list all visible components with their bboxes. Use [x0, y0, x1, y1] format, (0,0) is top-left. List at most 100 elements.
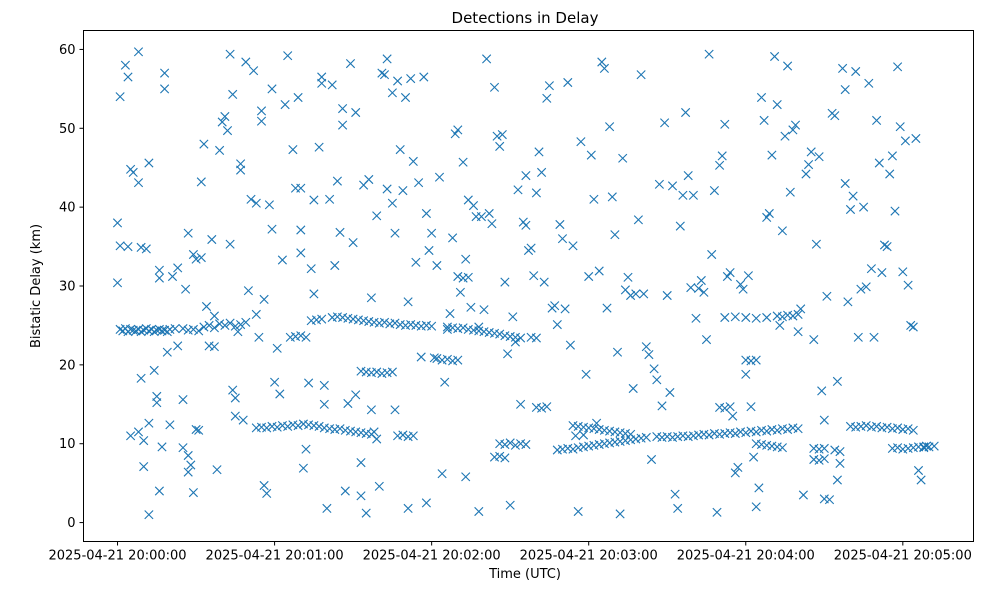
data-point-marker: [764, 208, 774, 219]
data-point-marker: [393, 76, 403, 86]
data-point-marker: [201, 301, 212, 312]
data-point-marker: [463, 272, 473, 282]
data-point-marker: [330, 260, 340, 271]
data-point-marker: [133, 178, 144, 188]
data-point-marker: [209, 323, 219, 333]
data-point-marker: [351, 390, 361, 400]
x-tick-label: 2025-04-21 20:00:00: [48, 549, 186, 564]
data-point-marker: [879, 240, 890, 250]
data-point-marker: [126, 431, 136, 441]
data-point-marker: [788, 311, 798, 321]
data-point-marker: [610, 230, 620, 240]
data-point-marker: [537, 403, 547, 413]
data-point-marker: [730, 312, 740, 322]
x-tick-label: 2025-04-21 20:04:00: [677, 549, 815, 564]
data-point-marker: [411, 257, 421, 267]
data-point-marker: [126, 324, 136, 334]
data-point-marker: [461, 254, 471, 264]
data-point-marker: [398, 186, 408, 196]
data-point-marker: [893, 423, 903, 433]
data-point-marker: [450, 129, 460, 139]
data-point-marker: [340, 486, 350, 496]
data-point-marker: [167, 271, 178, 282]
data-point-marker: [309, 195, 319, 205]
data-point-marker: [893, 443, 903, 453]
data-point-marker: [429, 353, 439, 363]
data-point-marker: [908, 425, 918, 435]
data-point-marker: [542, 93, 552, 103]
data-point-marker: [733, 462, 743, 472]
data-point-marker: [228, 89, 238, 99]
data-point-marker: [416, 352, 426, 362]
data-point-marker: [851, 66, 861, 77]
data-point-marker: [853, 332, 863, 342]
data-point-marker: [720, 119, 730, 129]
data-point-marker: [864, 78, 874, 88]
data-point-marker: [267, 224, 277, 234]
data-point-marker: [510, 440, 520, 450]
data-point-marker: [283, 421, 293, 431]
data-point-marker: [144, 418, 154, 428]
data-point-marker: [230, 321, 240, 331]
data-point-marker: [194, 425, 204, 435]
data-point-marker: [701, 335, 712, 345]
data-point-marker: [400, 92, 411, 103]
data-point-marker: [717, 151, 727, 161]
data-point-marker: [749, 452, 759, 462]
data-point-marker: [751, 502, 761, 512]
data-point-marker: [814, 455, 824, 465]
data-point-marker: [903, 280, 913, 290]
data-point-marker: [793, 327, 803, 337]
data-point-marker: [649, 364, 659, 374]
data-point-marker: [343, 398, 353, 409]
data-point-marker: [181, 284, 191, 294]
data-point-marker: [777, 312, 787, 322]
data-point-marker: [521, 171, 531, 181]
data-point-marker: [832, 475, 842, 485]
data-point-marker: [730, 428, 740, 439]
data-point-marker: [251, 309, 261, 319]
data-point-marker: [296, 248, 306, 258]
data-point-marker: [709, 186, 719, 196]
data-point-marker: [895, 122, 905, 132]
data-point-marker: [170, 324, 180, 334]
data-point-marker: [626, 290, 636, 301]
marker-layer: [112, 47, 939, 520]
plot-frame: [83, 30, 974, 542]
data-point-marker: [217, 117, 227, 127]
data-point-marker: [644, 350, 654, 360]
data-point-marker: [746, 402, 756, 412]
data-point-marker: [500, 439, 510, 450]
data-point-marker: [364, 174, 374, 185]
data-point-marker: [589, 194, 599, 204]
data-point-marker: [848, 191, 858, 201]
y-tick-label: 0: [67, 516, 75, 531]
data-point-marker: [913, 465, 924, 476]
data-point-marker: [534, 147, 544, 157]
data-point-marker: [790, 120, 801, 130]
data-point-marker: [296, 331, 306, 341]
data-point-marker: [819, 415, 829, 425]
data-point-marker: [623, 272, 633, 282]
data-point-marker: [715, 160, 725, 170]
data-point-marker: [361, 508, 371, 518]
chart-title: Detections in Delay: [452, 9, 599, 27]
data-point-marker: [427, 321, 437, 331]
data-point-marker: [293, 92, 303, 103]
data-point-marker: [699, 287, 709, 297]
data-point-marker: [455, 287, 465, 297]
y-axis: 0 10 20 30 40 50 60: [59, 43, 84, 531]
data-point-marker: [788, 125, 798, 135]
data-point-marker: [382, 54, 392, 64]
data-point-marker: [319, 399, 329, 409]
data-point-marker: [382, 184, 392, 194]
data-point-marker: [707, 249, 717, 260]
data-point-marker: [882, 242, 892, 252]
data-point-marker: [626, 429, 636, 439]
data-point-marker: [482, 54, 492, 64]
data-point-marker: [615, 509, 625, 519]
data-point-marker: [777, 443, 787, 453]
data-point-marker: [479, 305, 489, 315]
